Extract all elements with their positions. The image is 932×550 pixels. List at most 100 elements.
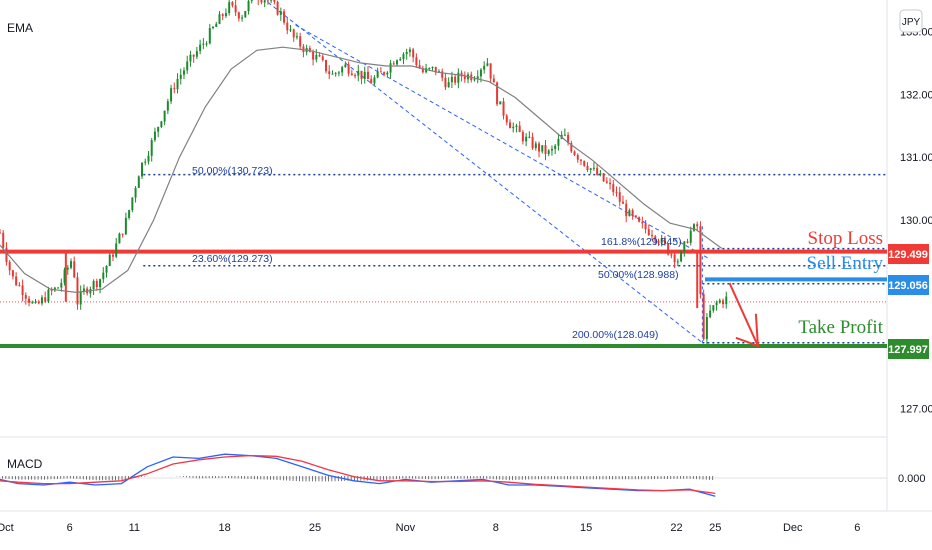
- candle-body: [31, 302, 34, 304]
- candle-body: [318, 54, 321, 57]
- candle-body: [489, 63, 492, 79]
- candle-body: [273, 0, 276, 2]
- candle-body: [108, 254, 111, 267]
- candle-body: [705, 317, 708, 340]
- ema-layer: [0, 46, 723, 294]
- candle-body: [195, 51, 198, 57]
- candle-body: [686, 241, 689, 243]
- candle-body: [76, 277, 79, 305]
- candle-body: [270, 0, 273, 1]
- candle-body: [431, 66, 434, 68]
- candle-body: [518, 125, 521, 133]
- candle-body: [476, 76, 479, 80]
- candle-body: [250, 0, 253, 1]
- candle-body: [379, 71, 382, 73]
- candle-body: [315, 54, 318, 60]
- candle-body: [28, 298, 31, 303]
- candle-body: [99, 279, 102, 288]
- candle-body: [189, 54, 192, 62]
- candle-body: [0, 232, 1, 234]
- candle-body: [625, 203, 628, 217]
- candle-body: [450, 76, 453, 83]
- candle-body: [134, 187, 137, 198]
- candle-body: [334, 73, 337, 75]
- time-tick-label: 11: [129, 522, 140, 534]
- fib-1618-label: 161.8%(129.545): [601, 236, 682, 248]
- candle-body: [550, 148, 553, 151]
- candle-body: [463, 76, 466, 80]
- candle-body: [496, 82, 499, 105]
- candle-body: [580, 159, 583, 161]
- candle-body: [602, 173, 605, 182]
- candle-body: [586, 165, 589, 170]
- candle-body: [389, 63, 392, 73]
- candle-body: [124, 217, 127, 235]
- macd-zero-label: 0.000: [898, 473, 926, 485]
- candle-body: [592, 167, 595, 169]
- candle-body: [121, 233, 124, 235]
- candle-body: [641, 221, 644, 224]
- candle-body: [473, 79, 476, 81]
- candle-body: [589, 168, 592, 170]
- candle-body: [347, 64, 350, 74]
- candle-body: [105, 266, 108, 273]
- candle-body: [337, 72, 340, 74]
- candle-body: [328, 71, 331, 75]
- candle-body: [544, 145, 547, 154]
- candle-body: [421, 68, 424, 73]
- candle-body: [702, 294, 705, 340]
- candle-body: [547, 150, 550, 154]
- candle-body: [573, 151, 576, 156]
- candle-body: [538, 143, 541, 152]
- candle-body: [325, 60, 328, 72]
- candle-body: [692, 224, 695, 231]
- level-layer: [0, 0, 887, 349]
- candle-body: [444, 77, 447, 88]
- currency-badge[interactable]: JPY: [899, 9, 923, 33]
- stop-loss-price: 129.499: [888, 249, 928, 261]
- candle-body: [383, 72, 386, 75]
- time-tick-label: Oct: [0, 522, 14, 534]
- candle-body: [405, 52, 408, 55]
- price-tick-label: 131.000: [900, 152, 932, 164]
- candle-body: [173, 88, 176, 90]
- candle-body: [483, 65, 486, 70]
- candle-body: [618, 192, 621, 202]
- candle-body: [24, 295, 27, 299]
- candle-body: [412, 49, 415, 58]
- candle-body: [205, 43, 208, 45]
- candle-body: [234, 5, 237, 13]
- candle-body: [554, 145, 557, 149]
- candle-body: [179, 74, 182, 79]
- candle-body: [18, 285, 21, 287]
- candle-body: [11, 270, 14, 277]
- candle-body: [722, 300, 725, 305]
- candle-body: [212, 26, 215, 29]
- time-tick-label: 25: [709, 522, 721, 534]
- candle-body: [441, 71, 444, 78]
- candle-body: [531, 136, 534, 149]
- candle-body: [363, 71, 366, 79]
- time-tick-label: 8: [493, 522, 499, 534]
- candle-body: [263, 0, 266, 3]
- candle-body: [95, 280, 98, 288]
- candle-body: [186, 61, 189, 71]
- candle-body: [725, 296, 728, 305]
- candle-body: [402, 54, 405, 60]
- candle-body: [712, 305, 715, 311]
- stop-loss-annotation: Stop Loss: [808, 228, 884, 249]
- candle-body: [683, 241, 686, 252]
- candle-body: [150, 140, 153, 156]
- price-tick-label: 130.000: [900, 215, 932, 227]
- take-profit-annotation: Take Profit: [798, 317, 883, 338]
- candle-body: [228, 2, 231, 14]
- candle-body: [654, 236, 657, 241]
- candle-body: [208, 28, 211, 44]
- candle-body: [63, 269, 66, 283]
- candle-body: [515, 125, 518, 127]
- candle-body: [308, 48, 311, 52]
- candle-body: [434, 66, 437, 73]
- candle-body: [651, 235, 654, 237]
- candle-body: [699, 226, 702, 295]
